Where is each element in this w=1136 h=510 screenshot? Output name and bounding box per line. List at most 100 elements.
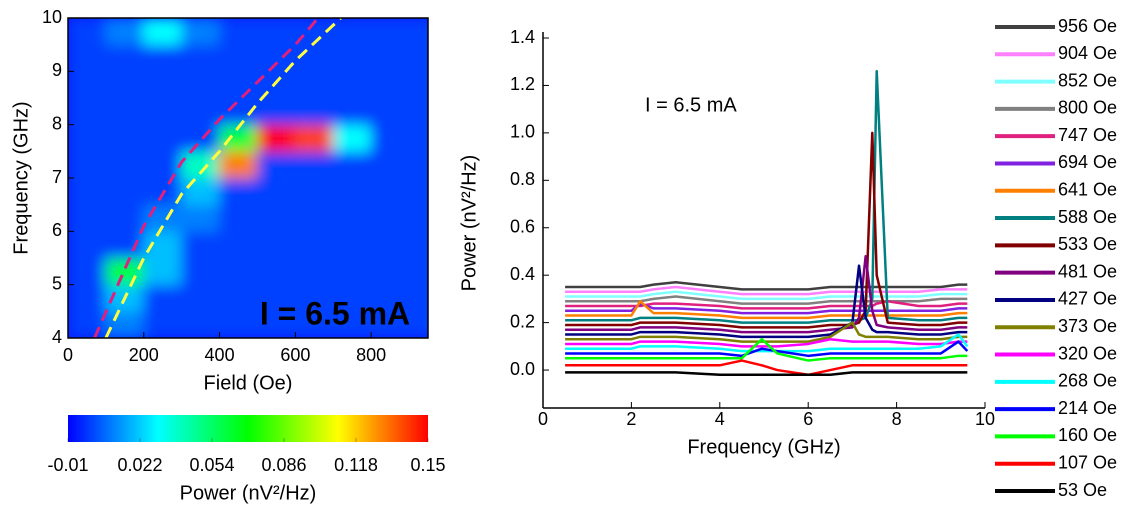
y-axis-title: Frequency (GHz): [10, 101, 32, 254]
x-tick-label: 10: [975, 409, 995, 429]
heatmap-cells: [68, 18, 428, 338]
heatmap-cell: [68, 177, 107, 206]
heatmap-cell: [408, 150, 428, 179]
heatmap-cell: [105, 177, 145, 206]
heatmap-cell: [181, 257, 221, 286]
heatmap-cell: [370, 97, 410, 126]
x-tick-label: 800: [356, 345, 386, 365]
heatmap-cell: [332, 70, 372, 99]
heatmap-cell: [143, 70, 183, 99]
y-axis-title: Power (nV²/Hz): [458, 155, 480, 292]
theory-curve: [104, 18, 342, 338]
y-tick-label: 0.2: [510, 311, 535, 331]
heatmap-cell: [408, 310, 428, 338]
heatmap-cell: [332, 150, 372, 179]
heatmap-cell: [68, 97, 107, 126]
annotation: I = 6.5 mA: [260, 295, 410, 331]
heatmap-cell: [294, 257, 334, 286]
series-line: [565, 69, 968, 324]
y-tick-label: 1.0: [510, 122, 535, 142]
heatmap-cell: [256, 150, 296, 179]
heatmap-cell: [294, 97, 334, 126]
heatmap-cell: [256, 310, 296, 338]
x-axis-title: Frequency (GHz): [687, 436, 840, 458]
heatmap-cell: [219, 257, 258, 286]
heatmap-cell: [408, 18, 428, 46]
series-line: [565, 333, 969, 353]
heatmap-cell: [181, 177, 221, 206]
legend-label: 641 Oe: [1058, 180, 1117, 200]
colorbar-tick-label: 0.118: [334, 455, 378, 475]
y-tick-label: 8: [52, 113, 62, 133]
heatmap-cell: [294, 44, 334, 72]
heatmap-cell: [370, 124, 410, 152]
y-tick-label: 7: [52, 167, 62, 187]
y-tick-label: 10: [42, 7, 62, 27]
heatmap-cell: [294, 70, 334, 99]
series-line: [565, 337, 968, 362]
y-tick-label: 0.0: [510, 359, 535, 379]
heatmap-cell: [68, 310, 107, 338]
legend-label: 694 Oe: [1058, 152, 1117, 172]
heatmap-cell: [219, 18, 258, 46]
y-tick-label: 6: [52, 220, 62, 240]
heatmap-cell: [408, 44, 428, 72]
heatmap-cell: [294, 150, 334, 179]
heatmap-cell: [68, 18, 107, 46]
colorbar-tick-label: 0.022: [117, 455, 162, 475]
heatmap-cell: [105, 204, 145, 232]
heatmap-cell: [181, 44, 221, 72]
x-tick-label: 400: [205, 345, 235, 365]
series-line: [565, 254, 968, 334]
heatmap-cell: [332, 18, 372, 46]
heatmap-overlay: [93, 18, 342, 338]
legend-label: 160 Oe: [1058, 425, 1117, 445]
heatmap-cell: [408, 97, 428, 126]
heatmap-cell: [370, 70, 410, 99]
heatmap-cell: [256, 18, 296, 46]
legend-label: 800 Oe: [1058, 98, 1117, 118]
heatmap-cell: [256, 284, 296, 312]
heatmap-cell: [332, 97, 372, 126]
series-line: [565, 264, 968, 339]
heatmap-cell: [294, 310, 334, 338]
heatmap-cell: [68, 257, 107, 286]
legend-label: 481 Oe: [1058, 261, 1117, 281]
heatmap-cell: [105, 257, 145, 286]
heatmap-cell: [219, 70, 258, 99]
heatmap-cell: [68, 204, 107, 232]
colorbar-title: Power (nV²/Hz): [180, 482, 317, 504]
legend-label: 214 Oe: [1058, 398, 1117, 418]
heatmap-cell: [143, 284, 183, 312]
y-tick-label: 0.4: [510, 264, 535, 284]
legend-label: 588 Oe: [1058, 207, 1117, 227]
heatmap-cell: [370, 284, 410, 312]
heatmap-cell: [332, 230, 372, 259]
heatmap-cell: [143, 124, 183, 152]
heatmap-cell: [143, 18, 183, 46]
heatmap-cell: [143, 230, 183, 259]
heatmap-cell: [143, 44, 183, 72]
heatmap-cell: [68, 150, 107, 179]
legend-label: 373 Oe: [1058, 316, 1117, 336]
theory-curve: [93, 18, 320, 338]
legend-label: 747 Oe: [1058, 125, 1117, 145]
series-line: [565, 340, 969, 358]
colorbar-tick-label: 0.15: [410, 455, 445, 475]
heatmap-cell: [332, 177, 372, 206]
heatmap-cell: [370, 44, 410, 72]
legend-label: 852 Oe: [1058, 70, 1117, 90]
x-tick-label: 6: [803, 409, 813, 429]
series-line: [565, 295, 968, 305]
x-axis-title: Field (Oe): [204, 372, 293, 394]
heatmap-cell: [68, 124, 107, 152]
colorbar-tick-label: 0.086: [261, 455, 306, 475]
legend-label: 53 Oe: [1058, 480, 1107, 500]
heatmap-cell: [408, 284, 428, 312]
legend-label: 904 Oe: [1058, 43, 1117, 63]
heatmap-cell: [68, 230, 107, 259]
heatmap-cell: [105, 150, 145, 179]
heatmap-cell: [370, 18, 410, 46]
colorbar-tick-label: -0.01: [47, 455, 88, 475]
